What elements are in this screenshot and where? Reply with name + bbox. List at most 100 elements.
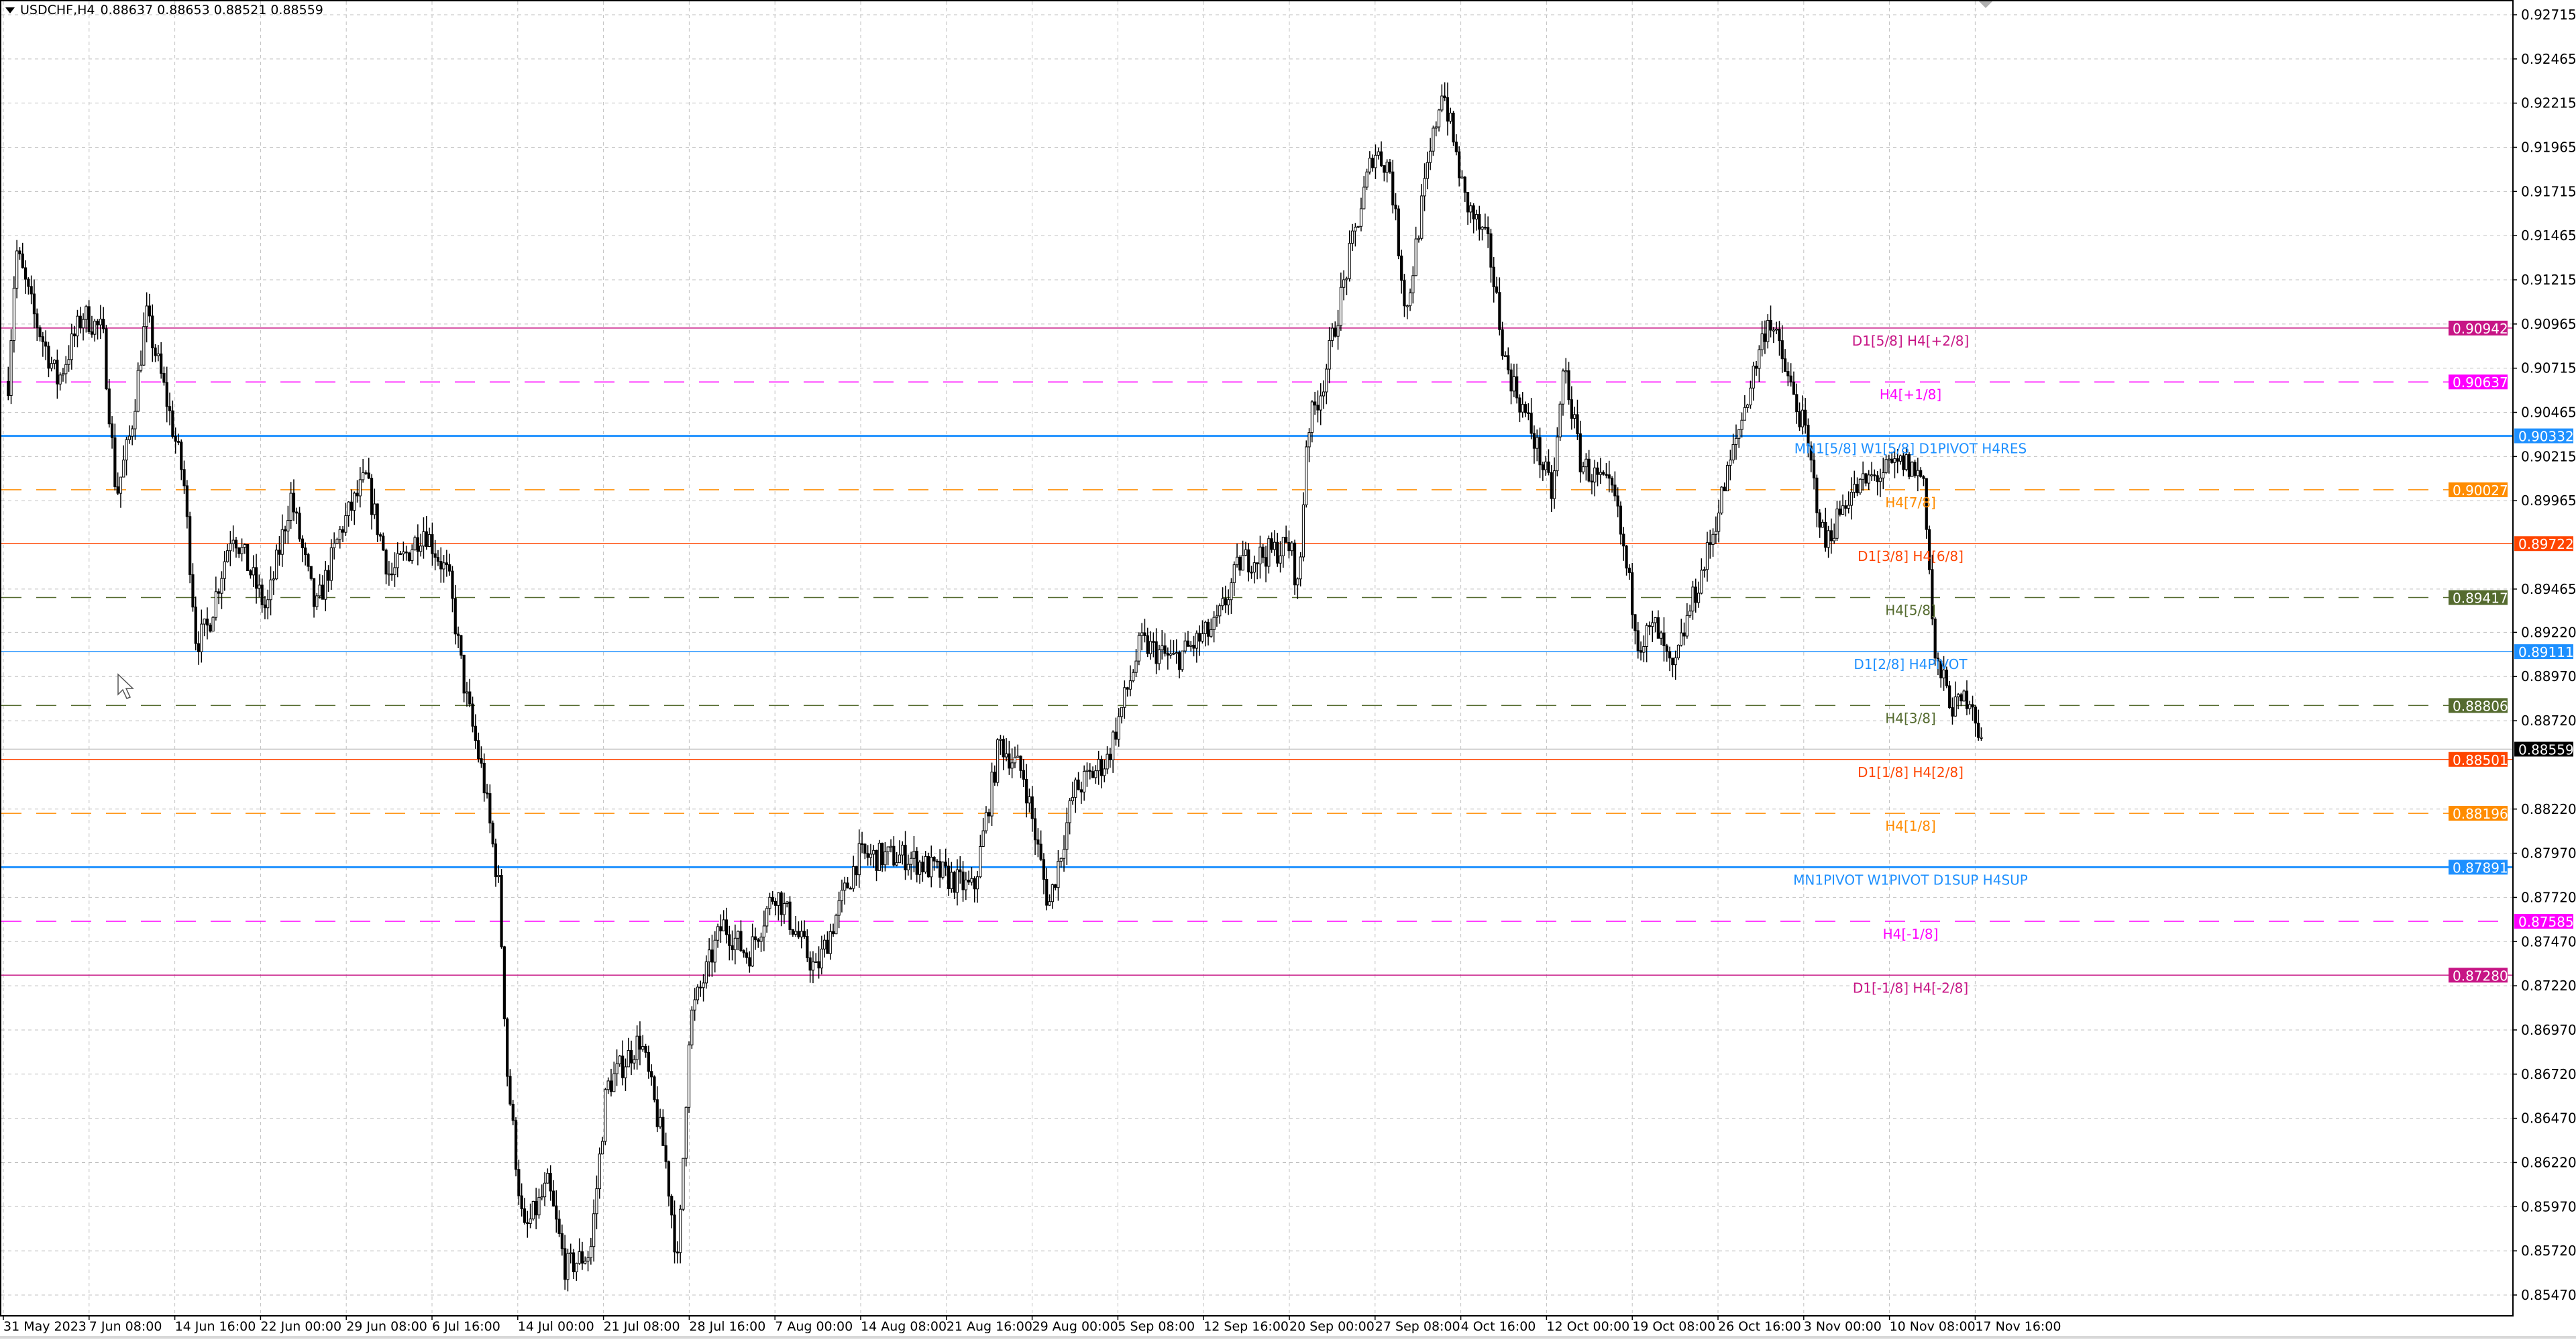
candle-bull — [1536, 437, 1539, 449]
candle-bear — [549, 1173, 552, 1192]
candle-bull — [1746, 404, 1750, 408]
candle-bull — [1161, 645, 1164, 650]
candle-bull — [1232, 564, 1236, 584]
level-price-label: 0.90637 — [2453, 374, 2508, 391]
level-label: H4[5/8] — [1885, 603, 1936, 619]
candle-bear — [1483, 226, 1487, 229]
candle-bear — [502, 946, 506, 1019]
ohlc-values: 0.88637 0.88653 0.88521 0.88559 — [100, 3, 323, 17]
candle-bull — [1374, 154, 1377, 168]
candle-bull — [704, 961, 708, 984]
candle-bull — [1849, 492, 1854, 506]
candle-bull — [941, 862, 945, 878]
candle-bear — [1974, 707, 1977, 724]
candle-bear — [105, 328, 108, 390]
candle-bear — [1143, 632, 1146, 636]
candle-bull — [1720, 486, 1723, 514]
candle-bear — [191, 574, 195, 608]
candle-bull — [684, 1106, 688, 1159]
price-axis[interactable]: 0.92715 0.92465 0.92215 0.91965 0.91715 0.914… — [2449, 7, 2576, 1303]
triangle-down-icon[interactable] — [5, 7, 15, 13]
candle-bear — [1039, 843, 1042, 860]
candle-bull — [67, 359, 70, 365]
candle-bear — [1466, 192, 1470, 213]
candle-bull — [1354, 227, 1357, 231]
current-price-label-bg — [2514, 741, 2573, 757]
candle-bear — [506, 1018, 509, 1077]
candle-bull — [955, 869, 959, 893]
candle-bull — [1339, 287, 1342, 326]
candle-bear — [1936, 658, 1940, 662]
candle-bull — [133, 411, 137, 429]
candle-bull — [869, 854, 873, 858]
candle-bear — [468, 691, 472, 705]
candle-bull — [877, 843, 881, 871]
candle-bear — [1873, 474, 1876, 476]
candle-bear — [1515, 376, 1519, 399]
candle-bull — [1016, 756, 1020, 758]
candle-bear — [508, 1076, 512, 1105]
candle-bear — [1316, 405, 1320, 411]
candle-bear — [806, 936, 809, 958]
candle-bear — [116, 486, 119, 494]
candle-bull — [1680, 632, 1683, 646]
candle-bull — [156, 353, 160, 356]
time-tick-label: 10 Nov 08:00 — [1890, 1319, 1976, 1334]
candle-bull — [768, 896, 771, 909]
candle-bull — [1221, 598, 1224, 607]
price-tick-label: 0.90215 — [2521, 448, 2576, 464]
candle-bear — [1965, 690, 1969, 709]
candle-bull — [93, 321, 97, 335]
level-label: D1[5/8] H4[+2/8] — [1852, 333, 1970, 349]
candle-bear — [866, 853, 869, 858]
candle-bear — [1383, 165, 1386, 173]
candle-bull — [1172, 653, 1175, 655]
candle-bull — [990, 772, 994, 817]
candle-bear — [863, 843, 867, 854]
candle-bear — [260, 584, 264, 605]
candle-bull — [984, 812, 988, 831]
level-price-label: 0.90332 — [2518, 429, 2574, 445]
candle-bull — [1218, 605, 1222, 617]
candle-bull — [1731, 444, 1735, 461]
level-price-label-bg — [2449, 860, 2508, 875]
candle-bear — [1492, 266, 1495, 287]
candle-bear — [1019, 756, 1022, 771]
candle-bear — [27, 278, 30, 287]
candle-bear — [560, 1233, 564, 1249]
candle-bear — [32, 293, 36, 315]
candle-bear — [254, 567, 258, 589]
chart-shift-marker-icon[interactable] — [1979, 1, 1992, 8]
candle-bull — [1420, 195, 1424, 239]
candle-bull — [800, 931, 803, 937]
candle-bear — [1022, 770, 1025, 780]
time-axis[interactable]: 31 May 2023 7 Jun 08:00 14 Jun 16:00 22 Jun… — [3, 1316, 2061, 1334]
candle-bull — [1123, 687, 1126, 708]
candle-bear — [514, 1120, 518, 1170]
candle-bull — [578, 1251, 581, 1264]
candle-bear — [1590, 480, 1594, 482]
time-tick-label: 21 Jul 08:00 — [604, 1319, 680, 1334]
candle-bear — [1313, 401, 1317, 406]
candle-bear — [96, 321, 99, 325]
candle-bull — [737, 931, 740, 939]
candle-bear — [21, 253, 24, 268]
candle-bull — [777, 892, 780, 906]
candle-bull — [823, 939, 826, 949]
candle-bull — [1725, 465, 1729, 492]
candle-bull — [1134, 660, 1138, 673]
candle-bear — [1616, 495, 1619, 507]
candle-bull — [422, 531, 425, 547]
candle-bear — [523, 1208, 527, 1223]
price-tick-label: 0.85720 — [2521, 1243, 2576, 1259]
candle-bull — [840, 890, 844, 901]
candle-bear — [1809, 446, 1813, 461]
candle-bull — [835, 915, 838, 935]
candle-bear — [78, 315, 82, 329]
candle-bear — [1792, 381, 1796, 395]
candle-bull — [1028, 796, 1031, 804]
candle-bull — [529, 1219, 532, 1225]
candle-bull — [598, 1153, 601, 1190]
